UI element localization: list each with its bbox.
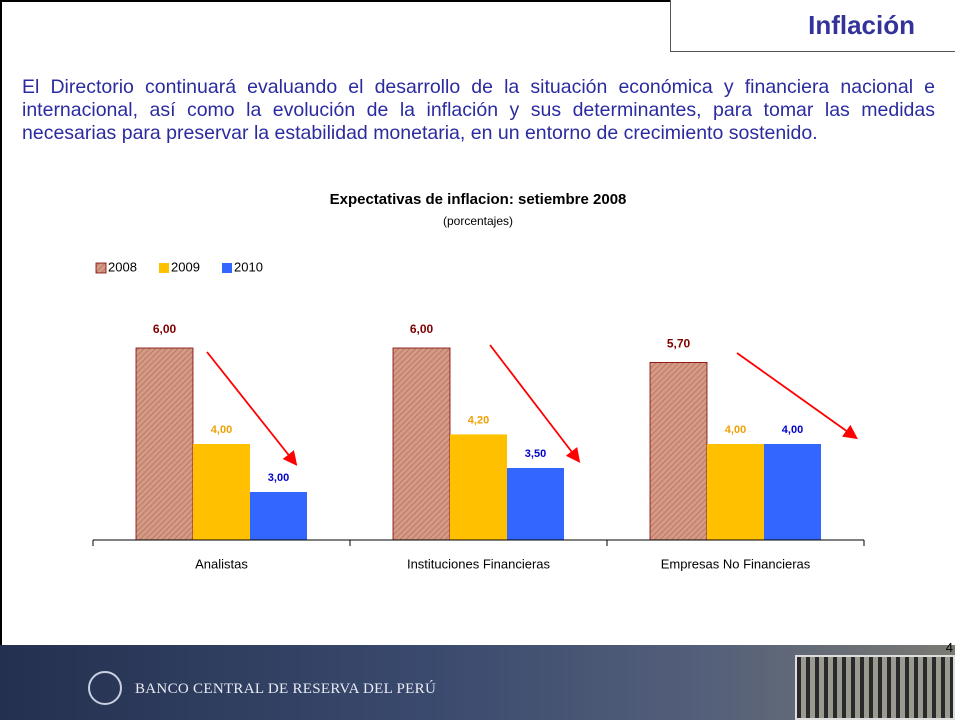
bar [764, 444, 821, 540]
bar [450, 434, 507, 540]
data-label: 4,00 [211, 424, 232, 436]
chart: Expectativas de inflacion: setiembre 200… [92, 191, 865, 571]
arrow [489, 344, 581, 463]
data-label: 4,00 [782, 424, 803, 436]
x-tick-label: Empresas No Financieras [661, 556, 811, 571]
legend-swatch [222, 263, 232, 273]
bar [507, 468, 564, 540]
data-label: 6,00 [153, 322, 177, 336]
footer: BANCO CENTRAL DE RESERVA DEL PERÚ [0, 645, 955, 720]
chart-subtitle: (porcentajes) [443, 214, 513, 228]
data-label: 4,00 [725, 424, 746, 436]
bar [193, 444, 250, 540]
paragraph: El Directorio continuará evaluando el de… [22, 76, 935, 144]
footer-text: BANCO CENTRAL DE RESERVA DEL PERÚ [135, 681, 437, 697]
bar [250, 492, 307, 540]
data-label: 3,00 [268, 472, 289, 484]
bar [135, 347, 194, 541]
bar [649, 361, 708, 541]
bar [707, 444, 764, 540]
x-tick-label: Instituciones Financieras [407, 556, 551, 571]
legend-label: 2008 [108, 259, 137, 274]
legend-swatch [95, 262, 107, 274]
x-tick-label: Analistas [195, 556, 248, 571]
bar [392, 347, 451, 541]
arrow [206, 351, 298, 466]
legend-swatch [159, 263, 169, 273]
logo [88, 671, 122, 705]
photo [795, 655, 955, 720]
legend-label: 2010 [234, 259, 263, 274]
arrows [206, 344, 858, 466]
data-label: 5,70 [667, 337, 691, 351]
legend-label: 2009 [171, 259, 200, 274]
page-number: 4 [945, 640, 953, 655]
data-label: 6,00 [410, 322, 434, 336]
data-label: 4,20 [468, 414, 489, 426]
header-title: Inflación [808, 10, 915, 40]
chart-title: Expectativas de inflacion: setiembre 200… [330, 191, 627, 208]
header-box: Inflación [670, 0, 955, 52]
data-label: 3,50 [525, 448, 546, 460]
arrow [736, 352, 858, 440]
frame [0, 0, 955, 645]
